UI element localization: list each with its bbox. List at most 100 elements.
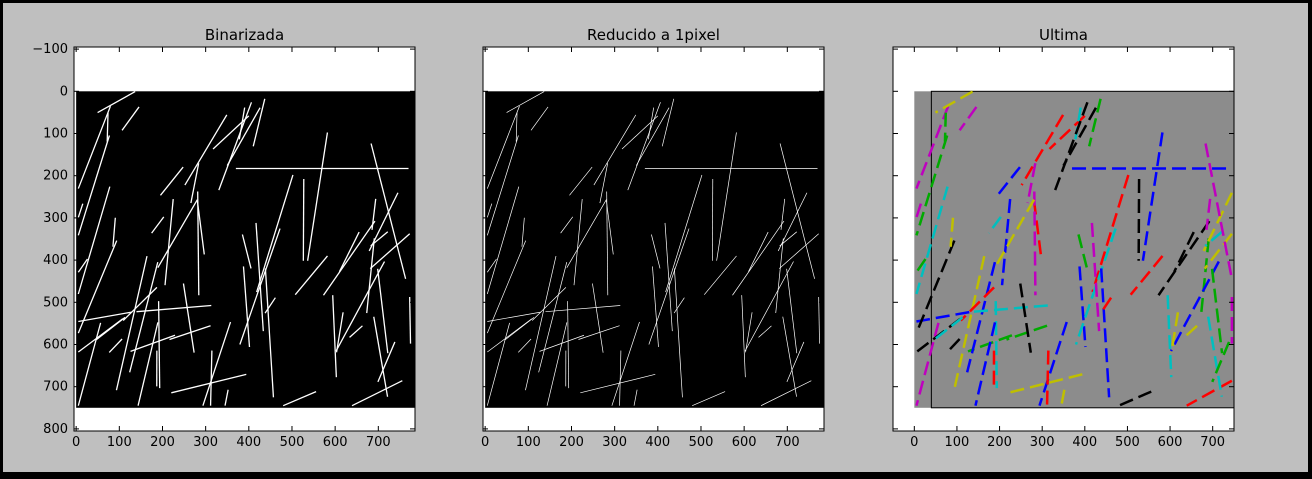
white-segment (560, 216, 574, 234)
overlay-segment (934, 90, 974, 114)
white-segment (778, 233, 819, 269)
white-segment (78, 311, 132, 323)
overlay-segment (916, 310, 970, 323)
overlay-segment (949, 217, 955, 247)
white-segment (545, 305, 621, 313)
white-segment (351, 380, 403, 407)
overlay-segment (959, 286, 995, 322)
y-tick-label: −100 (32, 42, 68, 57)
x-tick-label: 500 (1115, 435, 1140, 450)
white-segment (732, 220, 785, 296)
white-segment (703, 255, 737, 295)
x-tick-label: 200 (987, 435, 1012, 450)
overlay-segment (1118, 390, 1152, 407)
overlay-segment (1026, 162, 1037, 204)
x-tick-label: 300 (193, 435, 218, 450)
white-segment (190, 163, 200, 204)
overlay-segment (1060, 389, 1066, 406)
white-segment (744, 261, 794, 352)
white-segment (566, 199, 607, 268)
white-segment (569, 166, 593, 196)
white-segment (531, 287, 567, 321)
white-segment (136, 304, 212, 313)
white-segment (673, 297, 685, 314)
white-segment (652, 266, 659, 348)
white-segment (95, 316, 126, 341)
white-segment (651, 234, 661, 269)
white-segment (692, 391, 726, 407)
white-segment (224, 389, 229, 406)
overlay-segment (915, 105, 950, 190)
white-segment (647, 107, 655, 140)
white-segment (371, 198, 377, 230)
overlay-segment (1078, 266, 1087, 348)
white-segment (335, 261, 386, 352)
white-segment (674, 268, 683, 398)
overlay-segment (1099, 268, 1111, 398)
white-segment (159, 166, 184, 196)
white-segment (322, 220, 376, 296)
overlay-segment (946, 338, 961, 354)
white-segment (184, 114, 228, 186)
x-tick-label: 0 (481, 435, 489, 450)
white-segment (741, 295, 746, 378)
x-tick-label: 700 (775, 435, 800, 450)
white-segment (137, 322, 159, 406)
white-segment (97, 91, 136, 114)
white-segment (294, 255, 328, 296)
overlay-segment (1211, 341, 1231, 383)
white-segment (264, 268, 275, 398)
y-tick-label: 300 (43, 211, 68, 226)
white-segment (77, 105, 112, 189)
x-tick-label: 600 (732, 435, 757, 450)
x-tick-label: 300 (1030, 435, 1055, 450)
panel-title: Ultima (1039, 26, 1088, 44)
white-segment (106, 112, 109, 142)
overlay-segment (958, 106, 978, 132)
white-segment (665, 174, 703, 293)
white-segment (486, 186, 520, 295)
white-segment (486, 240, 527, 334)
overlay-segment (915, 240, 956, 334)
overlay-segment (1054, 101, 1089, 191)
white-segment (621, 115, 659, 150)
overlay-segment (1205, 198, 1212, 230)
white-segment (748, 231, 769, 272)
white-segment (578, 325, 620, 340)
white-segment (786, 341, 805, 383)
white-segment (77, 240, 118, 334)
white-segment (760, 380, 812, 406)
overlay-segment (915, 203, 923, 218)
white-segment (129, 261, 159, 373)
overlay-segment (1204, 143, 1234, 280)
y-tick-label: 400 (43, 253, 68, 268)
white-segment (366, 238, 375, 314)
white-segment (538, 262, 568, 373)
overlay-segment (1062, 107, 1098, 167)
white-segment (486, 322, 510, 406)
white-segment (377, 341, 396, 383)
white-segment (777, 192, 808, 252)
white-segment (530, 106, 549, 131)
white-segment (506, 91, 545, 113)
overlay-segment (1038, 321, 1068, 407)
overlay-segment (1087, 98, 1102, 147)
white-segment (115, 255, 148, 391)
overlay-segment (1200, 238, 1211, 314)
overlay-segment (933, 316, 964, 341)
white-segment (487, 311, 541, 322)
overlay-segment (996, 166, 1021, 197)
overlay-segment (1091, 174, 1130, 293)
y-tick-label: 0 (60, 84, 68, 99)
overlay-segment (1166, 295, 1173, 378)
y-tick-label: 700 (43, 380, 68, 395)
overlay-segment (1000, 198, 1012, 286)
white-segment (256, 174, 294, 293)
white-segment (77, 258, 88, 273)
panel-skeleton: Reducido a 1pixel 0 100 200 300 400 500 600 700 (481, 26, 825, 450)
x-tick-label: 400 (645, 435, 670, 450)
photo-border (930, 90, 1235, 409)
panel-binarized: Binarizada 0 100 200 300 400 500 600 700 −100 0 100… (32, 26, 416, 450)
figure-canvas: Binarizada 0 100 200 300 400 500 600 700 −100 0 100… (3, 3, 1308, 472)
